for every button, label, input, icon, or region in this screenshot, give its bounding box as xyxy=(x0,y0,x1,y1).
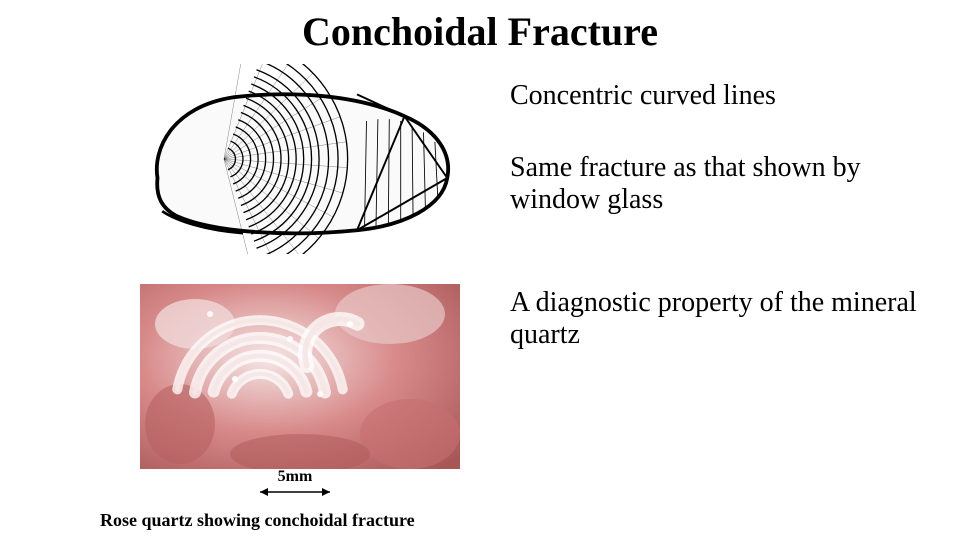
photo-caption: Rose quartz showing conchoidal fracture xyxy=(100,510,415,531)
rose-quartz-photo xyxy=(140,284,460,469)
scale-bar: 5mm xyxy=(250,468,340,500)
scale-label: 5mm xyxy=(250,468,340,486)
bullet-1: Concentric curved lines xyxy=(510,80,940,112)
diagram-svg xyxy=(110,64,490,254)
right-column: Concentric curved lines Same fracture as… xyxy=(510,80,940,391)
slide-title: Conchoidal Fracture xyxy=(0,8,960,55)
left-column xyxy=(110,64,490,469)
fracture-diagram xyxy=(110,64,490,254)
photo-svg xyxy=(140,284,460,469)
bullet-3: A diagnostic property of the mineral qua… xyxy=(510,287,940,351)
scale-arrow-icon xyxy=(250,486,340,500)
bullet-2: Same fracture as that shown by window gl… xyxy=(510,152,940,216)
